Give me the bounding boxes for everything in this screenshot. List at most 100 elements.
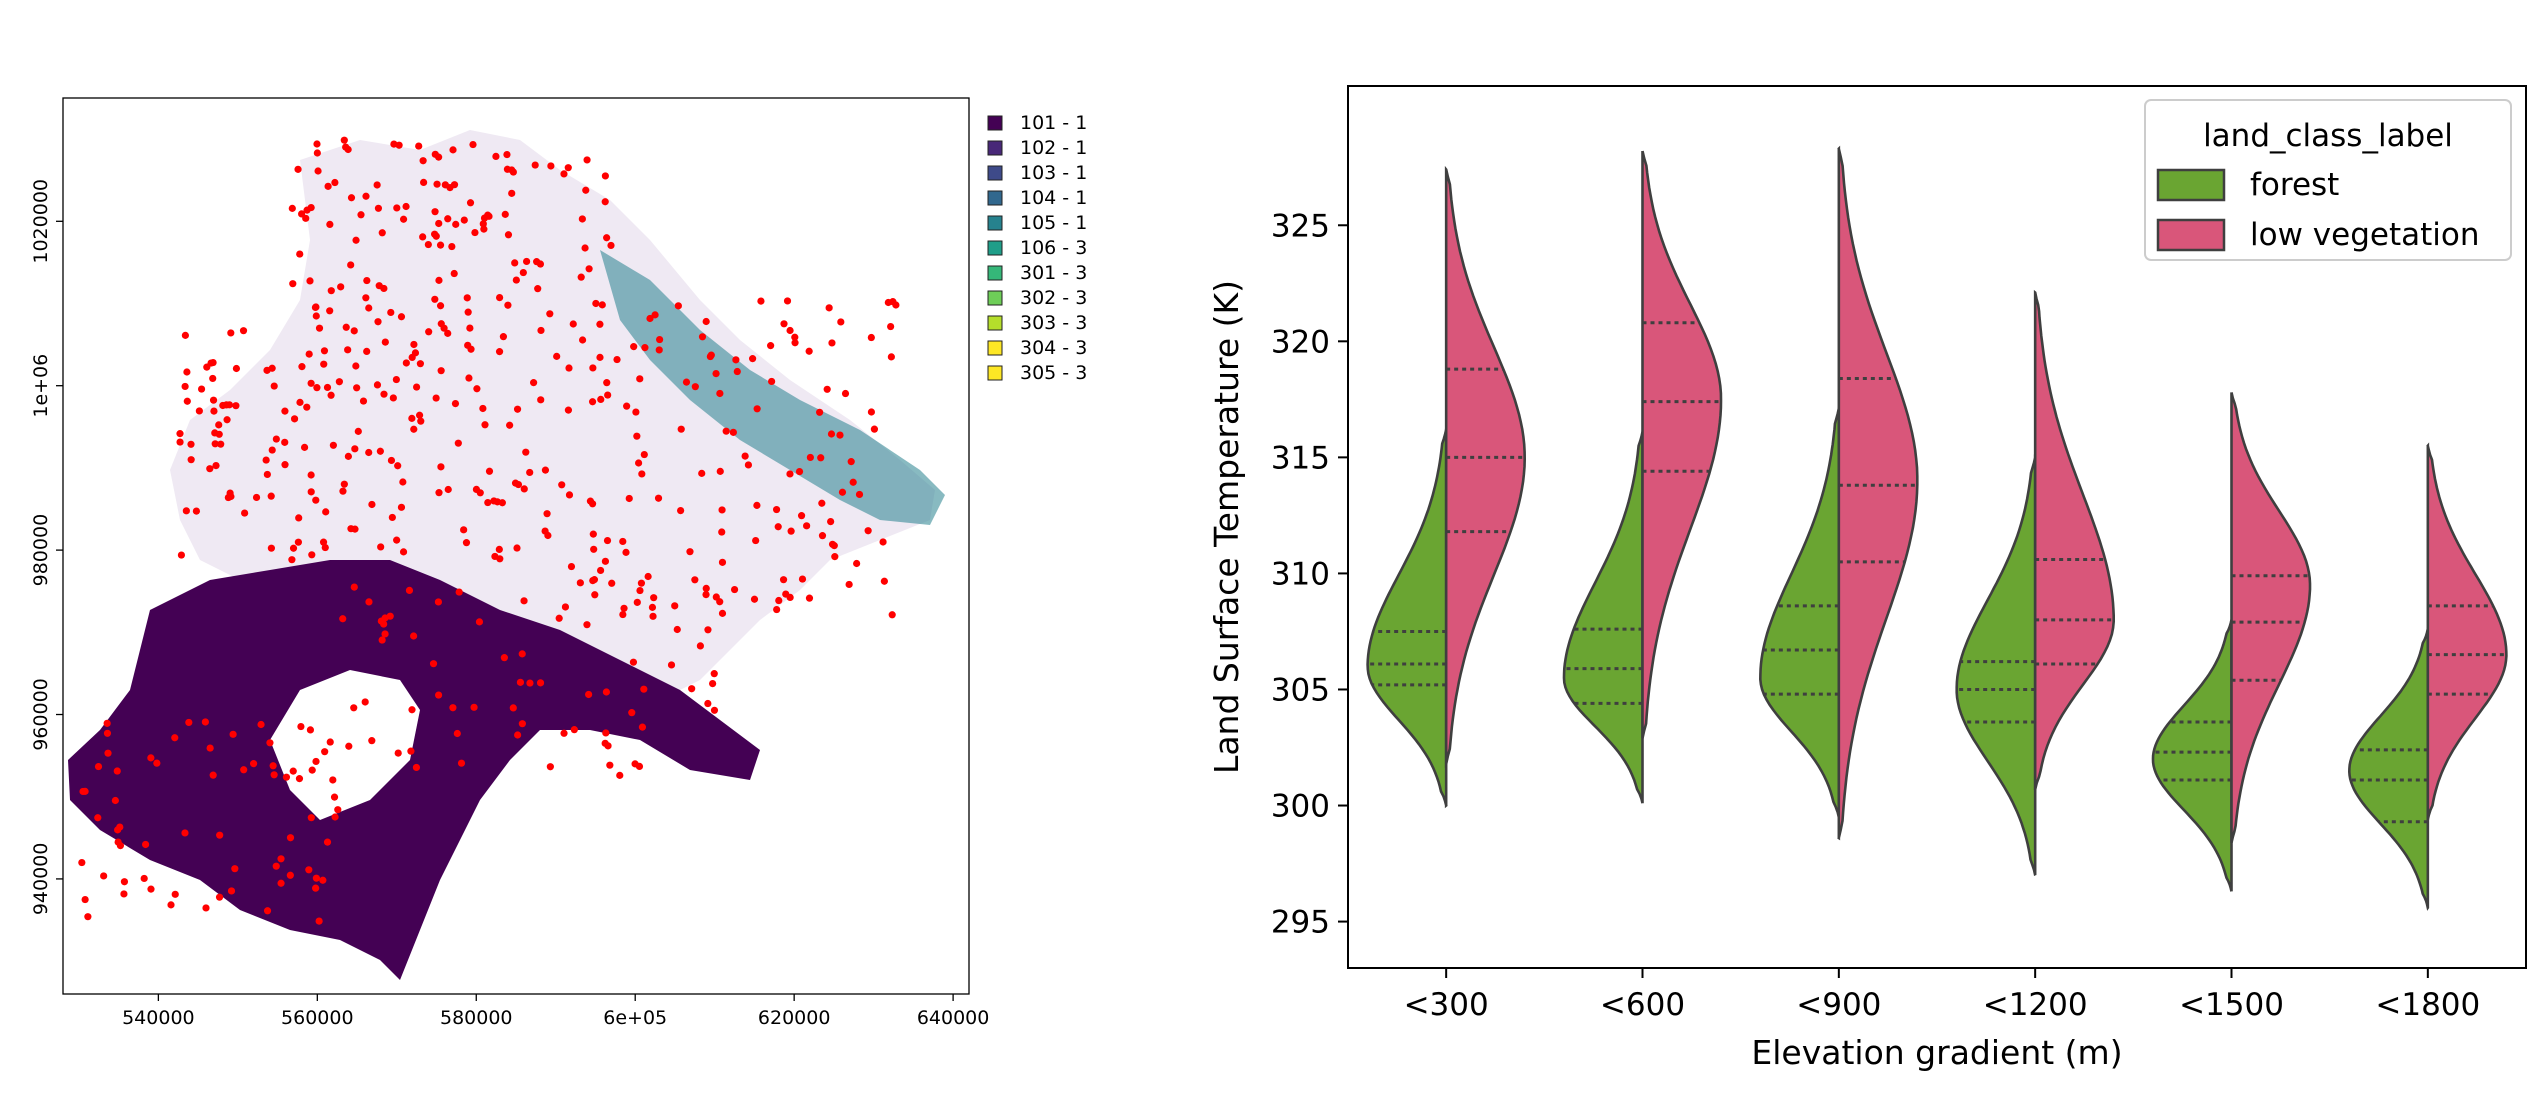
map-point [712,593,720,601]
map-point [104,749,112,757]
map-point [295,775,304,783]
map-point [628,709,636,717]
map-point [377,543,385,551]
map-point [558,481,566,489]
map-point [231,865,239,873]
map-point [586,497,595,505]
map-point [509,168,517,176]
map-point [712,369,720,378]
map-point [399,478,407,486]
map-point [435,219,443,228]
violin-half [1562,431,1644,804]
map-point [432,394,440,402]
map-legend-swatch [987,190,1003,206]
map-point [373,381,382,389]
map-point [867,333,875,342]
map-point [583,156,591,164]
map-legend-swatch [987,290,1003,306]
map-point [307,379,315,387]
map-point [636,586,644,595]
map-point [603,536,612,545]
map-point [397,313,406,321]
map-point [673,625,681,634]
map-region-north [170,130,935,700]
map-point [176,430,184,438]
map-point [589,530,597,538]
map-point [202,904,210,912]
map-point [281,438,289,446]
map-point [388,513,396,522]
map-legend-label: 301 - 3 [1020,262,1087,284]
map-point [206,744,214,752]
map-point [286,834,295,842]
map-point [601,557,610,565]
map-point [504,301,512,309]
map-point [779,576,788,584]
map-point [281,461,289,469]
violin-x-tick-label: <900 [1796,987,1881,1023]
violin-x-tick-label: <1500 [2179,987,2284,1023]
map-point [640,450,648,459]
violin-legend-box [2144,99,2512,261]
map-point [361,698,369,706]
map-point [691,383,699,391]
map-point [837,318,845,326]
map-point [232,364,241,373]
map-point [541,466,550,474]
map-point [289,767,297,775]
map-point [294,165,302,173]
map-point [671,602,679,610]
map-region-hole [270,670,420,820]
map-point [100,872,108,880]
map-point [425,328,433,336]
map-point [359,397,368,405]
map-point [817,454,825,462]
map-point [596,566,605,575]
map-point [120,878,129,886]
map-point [698,333,707,341]
map-point [306,277,314,285]
map-point [511,479,520,487]
violin-y-tick-label: 325 [1271,208,1330,244]
map-point [352,362,360,370]
map-point [534,285,542,293]
violin-y-tick-label: 310 [1271,556,1330,592]
map-point [177,551,186,559]
map-point [232,402,240,410]
map-point [741,452,749,460]
map-point [412,383,421,391]
map-point [702,591,710,599]
map-point [239,327,248,335]
map-legend-label: 303 - 3 [1020,312,1087,334]
map-point [210,407,218,415]
map-point [363,347,371,356]
map-point [350,327,358,335]
map-point [306,726,315,734]
map-point [378,636,386,644]
map-point [841,389,850,398]
map-point [773,605,781,614]
map-point [320,360,328,368]
map-y-tick-label: 980000 [30,514,52,587]
map-point [353,384,361,392]
map-point [350,704,358,712]
map-point [786,470,794,478]
map-point [176,438,184,446]
map-legend-swatch [987,240,1003,256]
map-point [84,913,92,921]
map-point [209,374,217,383]
map-point [111,796,119,805]
violin-x-axis-label: Elevation gradient (m) [1751,1033,2122,1072]
map-point [340,136,348,144]
map-point [623,402,631,410]
map-y-tick-label: 1e+06 [30,354,52,418]
map-point [466,199,475,207]
map-point [289,280,297,288]
map-point [471,228,479,237]
map-point [397,503,406,511]
map-panel: 540000 560000 580000 6e+05 620000 640000 9400… [30,97,1087,1029]
map-point [619,610,627,619]
map-point [167,901,175,909]
map-point [282,773,291,781]
